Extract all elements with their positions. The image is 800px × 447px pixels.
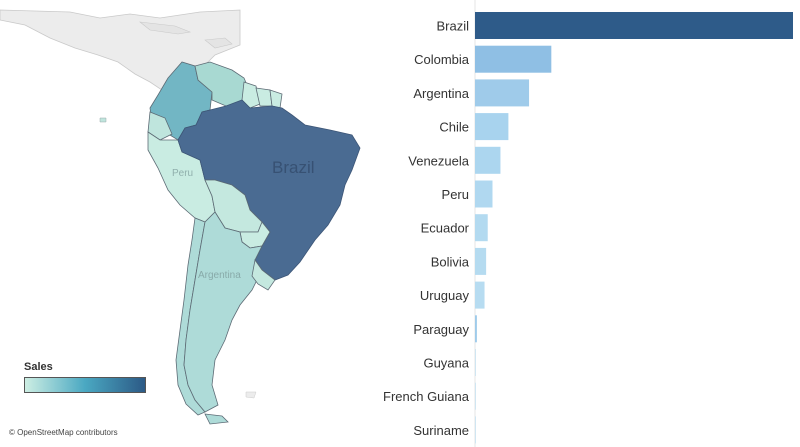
- falkland-island: [245, 391, 257, 399]
- bar-label-guyana[interactable]: Guyana: [423, 356, 469, 371]
- bar-venezuela[interactable]: [475, 146, 501, 174]
- country-brazil[interactable]: [177, 99, 361, 281]
- bar-peru[interactable]: [475, 180, 493, 208]
- sales-bar-chart: Brazil Colombia Argentina Chile Venezuela Per…: [375, 0, 800, 447]
- bar-label-chile[interactable]: Chile: [439, 120, 469, 135]
- bar-suriname[interactable]: [475, 416, 476, 444]
- bar-label-french-guiana[interactable]: French Guiana: [383, 389, 470, 404]
- bar-label-brazil[interactable]: Brazil: [436, 19, 469, 34]
- bar-chart-canvas: Brazil Colombia Argentina Chile Venezuela Per…: [383, 0, 793, 447]
- bar-paraguay[interactable]: [475, 315, 477, 343]
- bar-uruguay[interactable]: [475, 281, 485, 309]
- country-ecuador[interactable]: [147, 111, 173, 141]
- bar-label-venezuela[interactable]: Venezuela: [408, 153, 469, 168]
- bar-french-guiana[interactable]: [475, 382, 476, 410]
- caribbean-island-2: [204, 37, 233, 49]
- tierra-del-fuego: [204, 413, 229, 425]
- caribbean-island: [138, 21, 192, 35]
- bar-label-suriname[interactable]: Suriname: [413, 423, 469, 438]
- bar-label-argentina[interactable]: Argentina: [413, 86, 469, 101]
- bar-bolivia[interactable]: [475, 247, 487, 275]
- bar-brazil[interactable]: [475, 12, 793, 39]
- bar-argentina[interactable]: [475, 79, 530, 107]
- bar-guyana[interactable]: [475, 349, 476, 376]
- country-argentina[interactable]: [183, 211, 263, 413]
- galapagos-island: [99, 117, 107, 123]
- bar-label-uruguay[interactable]: Uruguay: [420, 288, 470, 303]
- country-french-guiana[interactable]: [269, 89, 283, 109]
- map-attribution[interactable]: © OpenStreetMap contributors: [9, 428, 118, 437]
- bar-label-peru[interactable]: Peru: [442, 187, 469, 202]
- bar-label-colombia[interactable]: Colombia: [414, 52, 470, 67]
- legend-title: Sales: [24, 361, 53, 373]
- country-guyana[interactable]: [241, 81, 261, 109]
- sales-legend: Sales: [24, 361, 146, 393]
- legend-gradient-bar: [24, 377, 146, 393]
- bar-chile[interactable]: [475, 113, 509, 141]
- bar-label-paraguay[interactable]: Paraguay: [413, 322, 469, 337]
- bar-ecuador[interactable]: [475, 214, 488, 242]
- map-canvas[interactable]: [0, 0, 380, 447]
- bar-colombia[interactable]: [475, 45, 552, 73]
- bar-label-ecuador[interactable]: Ecuador: [421, 221, 470, 236]
- country-uruguay[interactable]: [251, 258, 276, 291]
- bar-label-bolivia[interactable]: Bolivia: [431, 254, 470, 269]
- sales-map[interactable]: Brazil Peru Argentina Sales © OpenStreet…: [0, 0, 380, 447]
